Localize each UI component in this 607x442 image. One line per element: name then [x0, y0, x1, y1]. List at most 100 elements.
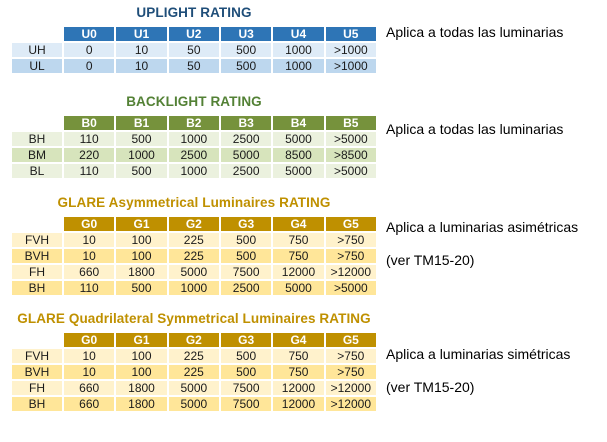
- value-cell: 750: [271, 347, 326, 365]
- value-cell: 750: [271, 363, 326, 381]
- row-label: BH: [10, 130, 64, 148]
- backlight-rating-table: B0 B1 B2 B3 B4 B5 BH 110 500 1000 2500 5000 >5000 BM 2…: [10, 114, 379, 180]
- glare-quadrilateral-table-block: GLARE Quadrilateral Symmetrical Luminair…: [10, 311, 379, 413]
- column-header: U5: [323, 25, 379, 43]
- value-cell: 5000: [271, 162, 326, 180]
- row-label: BL: [10, 162, 64, 180]
- value-cell: >12000: [323, 263, 379, 281]
- value-cell: 7500: [218, 263, 274, 281]
- row-label: FH: [10, 379, 64, 397]
- value-cell: 2500: [218, 130, 274, 148]
- table-row: FVH 10 100 225 500 750 >750: [10, 231, 379, 249]
- row-label: FVH: [10, 347, 64, 365]
- table-row: UH 0 10 50 500 1000 >1000: [10, 41, 379, 59]
- row-label: FH: [10, 263, 64, 281]
- value-cell: 1000: [114, 146, 169, 164]
- row-label: BVH: [10, 247, 64, 265]
- annotation-glare-symmetric-applies: Aplica a luminarias simétricas: [386, 346, 571, 362]
- table-row: BH 110 500 1000 2500 5000 >5000: [10, 130, 379, 148]
- column-header: G0: [61, 331, 117, 349]
- uplight-rating-table: U0 U1 U2 U3 U4 U5 UH 0 10 50 500 1000 >1000 UL 0 10 50 50…: [10, 25, 379, 75]
- annotation-backlight-applies: Aplica a todas las luminarias: [386, 121, 564, 137]
- table-row: BVH 10 100 225 500 750 >750: [10, 363, 379, 381]
- value-cell: >1000: [323, 57, 379, 75]
- value-cell: 750: [271, 247, 326, 265]
- value-cell: 100: [114, 347, 169, 365]
- column-header: U2: [166, 25, 221, 43]
- annotation-uplight-applies: Aplica a todas las luminarias: [386, 24, 564, 40]
- column-header: B1: [114, 114, 169, 132]
- row-label: BH: [10, 279, 64, 297]
- header-row: B0 B1 B2 B3 B4 B5: [10, 114, 379, 132]
- value-cell: 10: [114, 57, 169, 75]
- value-cell: >750: [323, 363, 379, 381]
- table-row: BH 110 500 1000 2500 5000 >5000: [10, 279, 379, 297]
- value-cell: 500: [114, 162, 169, 180]
- uplight-rating-table-block: UPLIGHT RATING U0 U1 U2 U3 U4 U5 UH 0 10 50 500 100…: [10, 5, 379, 75]
- column-header: G1: [114, 215, 169, 233]
- value-cell: 5000: [218, 146, 274, 164]
- value-cell: 2500: [218, 162, 274, 180]
- column-header: G1: [114, 331, 169, 349]
- value-cell: 1000: [271, 57, 326, 75]
- glare-quadrilateral-table: G0 G1 G2 G3 G4 G5 FVH 10 100 225 500 750 >750 BVH 10 10…: [10, 331, 379, 413]
- column-header: U1: [114, 25, 169, 43]
- value-cell: 1800: [114, 263, 169, 281]
- value-cell: 50: [166, 57, 221, 75]
- column-header: G4: [271, 331, 326, 349]
- value-cell: 225: [166, 231, 221, 249]
- value-cell: 7500: [218, 395, 274, 413]
- value-cell: 2500: [218, 279, 274, 297]
- corner-cell: [10, 331, 64, 349]
- glare-quadrilateral-title: GLARE Quadrilateral Symmetrical Luminair…: [17, 311, 371, 326]
- annotation-glare-asymmetric-applies: Aplica a luminarias asimétricas: [386, 219, 579, 235]
- value-cell: >750: [323, 247, 379, 265]
- row-label: BH: [10, 395, 64, 413]
- value-cell: 100: [114, 247, 169, 265]
- value-cell: 1000: [166, 162, 221, 180]
- value-cell: >5000: [323, 162, 379, 180]
- value-cell: >5000: [323, 130, 379, 148]
- corner-cell: [10, 25, 64, 43]
- value-cell: 10: [61, 347, 117, 365]
- value-cell: 100: [114, 231, 169, 249]
- value-cell: 500: [218, 247, 274, 265]
- value-cell: 2500: [166, 146, 221, 164]
- value-cell: 10: [61, 231, 117, 249]
- table-row: FH 660 1800 5000 7500 12000 >12000: [10, 379, 379, 397]
- value-cell: 1000: [166, 130, 221, 148]
- value-cell: >12000: [323, 379, 379, 397]
- header-row: G0 G1 G2 G3 G4 G5: [10, 215, 379, 233]
- column-header: U0: [61, 25, 117, 43]
- column-header: U4: [271, 25, 326, 43]
- value-cell: 10: [61, 247, 117, 265]
- corner-cell: [10, 114, 64, 132]
- value-cell: 5000: [166, 379, 221, 397]
- value-cell: 110: [61, 162, 117, 180]
- header-row: U0 U1 U2 U3 U4 U5: [10, 25, 379, 43]
- table-row: FH 660 1800 5000 7500 12000 >12000: [10, 263, 379, 281]
- value-cell: 500: [218, 231, 274, 249]
- value-cell: 110: [61, 279, 117, 297]
- value-cell: >750: [323, 231, 379, 249]
- value-cell: >1000: [323, 41, 379, 59]
- row-label: BM: [10, 146, 64, 164]
- value-cell: 10: [114, 41, 169, 59]
- value-cell: >5000: [323, 279, 379, 297]
- column-header: B0: [61, 114, 117, 132]
- value-cell: 225: [166, 363, 221, 381]
- value-cell: 660: [61, 379, 117, 397]
- value-cell: 12000: [271, 379, 326, 397]
- backlight-rating-title: BACKLIGHT RATING: [126, 94, 262, 109]
- column-header: U3: [218, 25, 274, 43]
- value-cell: 1800: [114, 379, 169, 397]
- value-cell: 500: [218, 363, 274, 381]
- column-header: G5: [323, 331, 379, 349]
- value-cell: >8500: [323, 146, 379, 164]
- value-cell: 750: [271, 231, 326, 249]
- value-cell: 10: [61, 363, 117, 381]
- value-cell: 1800: [114, 395, 169, 413]
- column-header: G2: [166, 215, 221, 233]
- value-cell: 5000: [271, 279, 326, 297]
- backlight-rating-table-block: BACKLIGHT RATING B0 B1 B2 B3 B4 B5 BH 110 500 100…: [10, 94, 379, 180]
